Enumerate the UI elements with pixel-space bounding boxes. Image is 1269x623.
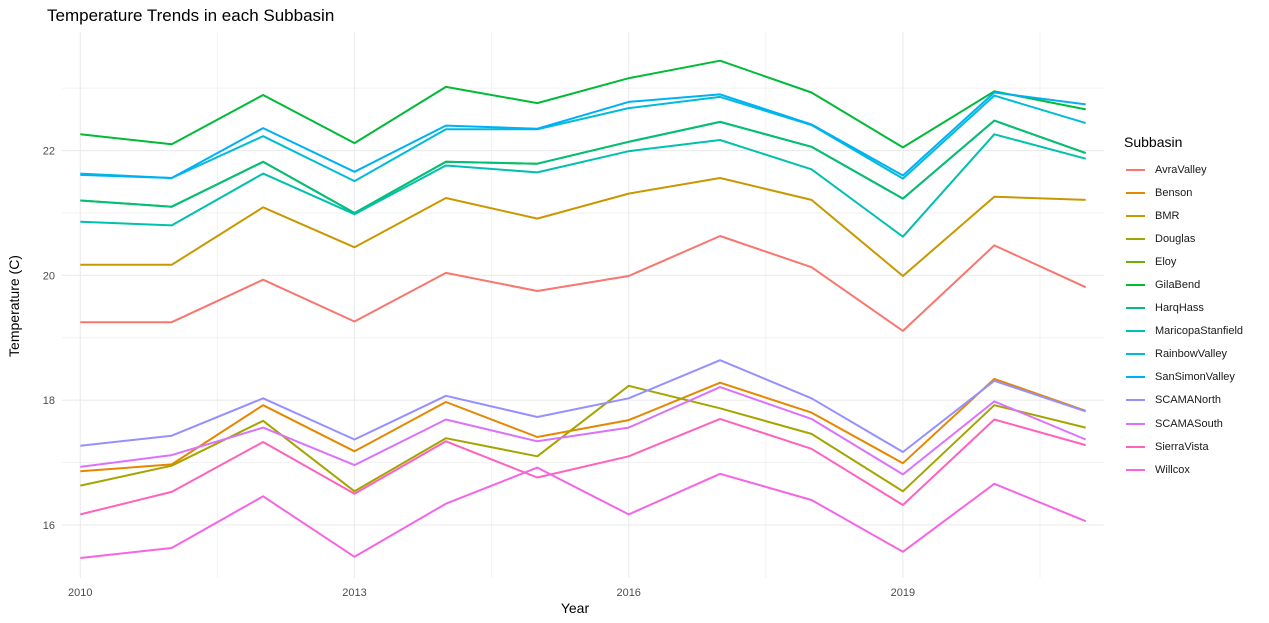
legend-item-maricopastanfield: MaricopaStanfield — [1124, 320, 1243, 343]
legend-item-avravalley: AvraValley — [1124, 158, 1243, 181]
series-line-sierravista — [80, 417, 1086, 516]
legend-item-gilabend: GilaBend — [1124, 273, 1243, 296]
legend-label: SierraVista — [1155, 440, 1209, 453]
legend-item-bmr: BMR — [1124, 204, 1243, 227]
legend-label: SCAMASouth — [1155, 417, 1223, 430]
legend-item-benson: Benson — [1124, 181, 1243, 204]
series-line-willcox — [80, 466, 1087, 559]
x-tick-label: 2013 — [342, 587, 366, 599]
series-line-maricopastanfield — [80, 133, 1086, 238]
legend-label: Willcox — [1155, 463, 1190, 476]
legend-item-rainbowvalley: RainbowValley — [1124, 343, 1243, 366]
legend-item-scamasouth: SCAMASouth — [1124, 412, 1243, 435]
legend-key — [1126, 330, 1145, 333]
chart-title: Temperature Trends in each Subbasin — [47, 6, 335, 25]
legend-key — [1126, 307, 1145, 310]
legend-key — [1126, 399, 1145, 402]
legend-label: SanSimonValley — [1155, 371, 1235, 384]
legend-label: GilaBend — [1155, 279, 1201, 292]
legend-label: MaricopaStanfield — [1155, 325, 1244, 338]
major-gridlines — [62, 32, 1104, 578]
legend-item-sierravista: SierraVista — [1124, 435, 1243, 458]
legend-label: Eloy — [1155, 255, 1177, 268]
legend-item-eloy: Eloy — [1124, 250, 1243, 273]
y-tick-label: 16 — [43, 520, 55, 532]
y-tick-label: 18 — [43, 395, 55, 407]
legend-label: RainbowValley — [1155, 348, 1227, 361]
legend-item-douglas: Douglas — [1124, 227, 1243, 250]
legend-item-harqhass: HarqHass — [1124, 297, 1243, 320]
legend-label: SCAMANorth — [1155, 394, 1222, 407]
series-line-scamanorth — [80, 359, 1087, 453]
legend-key — [1126, 191, 1145, 194]
legend-key — [1126, 284, 1145, 287]
x-tick-label: 2016 — [616, 587, 640, 599]
x-axis-ticks: 2010 2013 2016 2019 — [68, 587, 915, 599]
legend-key — [1126, 422, 1145, 425]
legend-label: AvraValley — [1155, 163, 1207, 176]
series-line-harqhass — [80, 119, 1087, 214]
legend-key — [1126, 260, 1145, 263]
series-line-sansimonvalley — [80, 91, 1086, 179]
minor-gridlines — [62, 32, 1104, 578]
legend-item-sansimonvalley: SanSimonValley — [1124, 366, 1243, 389]
legend-key — [1126, 376, 1145, 379]
x-tick-label: 2019 — [891, 587, 915, 599]
series-line-benson — [80, 377, 1087, 473]
legend-label: HarqHass — [1155, 302, 1204, 315]
legend-key — [1126, 468, 1145, 471]
legend-key — [1126, 168, 1145, 171]
series-line-avravalley — [80, 235, 1087, 332]
y-tick-label: 20 — [43, 270, 55, 282]
series-lines — [80, 59, 1087, 559]
legend-label: Benson — [1155, 186, 1193, 199]
series-line-eloy — [80, 119, 1087, 214]
legend-title: Subbasin — [1124, 134, 1183, 150]
legend-item-willcox: Willcox — [1124, 458, 1243, 481]
legend-key — [1126, 214, 1145, 217]
y-axis-ticks: 16 18 20 22 — [43, 146, 55, 532]
series-line-rainbowvalley — [80, 94, 1086, 183]
legend-label: BMR — [1155, 209, 1180, 222]
series-line-scamasouth — [80, 386, 1087, 476]
y-axis-title: Temperature (C) — [6, 255, 22, 357]
x-tick-label: 2010 — [68, 587, 92, 599]
series-line-bmr — [80, 177, 1086, 277]
series-line-douglas — [80, 384, 1086, 493]
legend-key — [1126, 445, 1145, 448]
legend-items: AvraValley Benson BMR Douglas Eloy GilaBend Ha… — [1124, 158, 1243, 481]
legend-item-scamanorth: SCAMANorth — [1124, 389, 1243, 412]
legend-label: Douglas — [1155, 232, 1196, 245]
legend-key — [1126, 237, 1145, 240]
legend-key — [1126, 353, 1145, 356]
series-line-gilabend — [80, 59, 1086, 149]
legend: Subbasin AvraValley Benson BMR Douglas Eloy G… — [1124, 134, 1243, 481]
x-axis-title: Year — [561, 600, 590, 616]
y-tick-label: 22 — [43, 146, 55, 158]
